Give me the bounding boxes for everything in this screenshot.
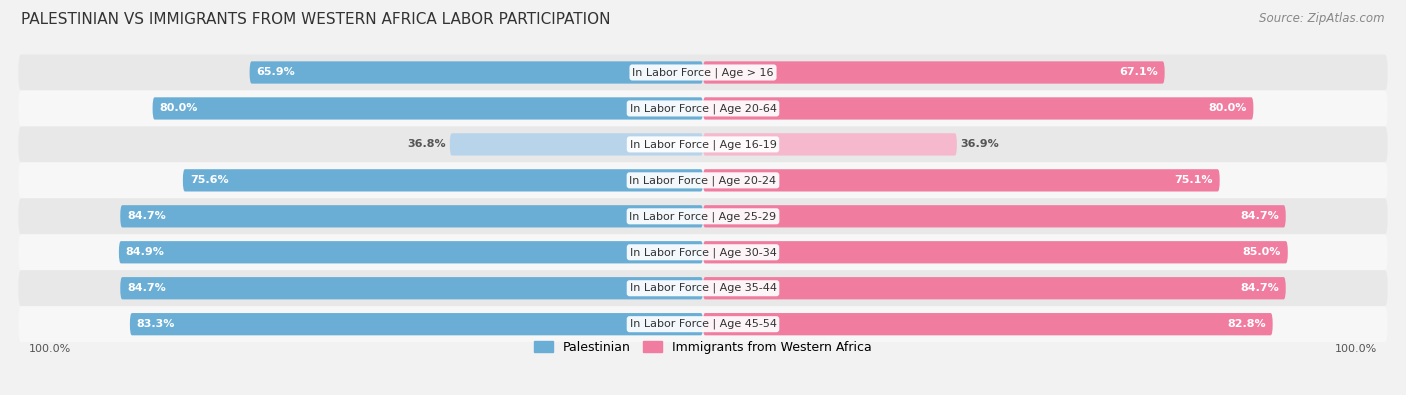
Text: In Labor Force | Age 45-54: In Labor Force | Age 45-54 (630, 319, 776, 329)
Text: 75.1%: 75.1% (1174, 175, 1213, 185)
FancyBboxPatch shape (121, 205, 703, 228)
Text: Source: ZipAtlas.com: Source: ZipAtlas.com (1260, 12, 1385, 25)
FancyBboxPatch shape (703, 241, 1288, 263)
Text: 83.3%: 83.3% (136, 319, 176, 329)
Text: 80.0%: 80.0% (159, 103, 198, 113)
FancyBboxPatch shape (153, 97, 703, 120)
FancyBboxPatch shape (703, 97, 1253, 120)
FancyBboxPatch shape (129, 313, 703, 335)
FancyBboxPatch shape (18, 90, 1388, 126)
Text: 82.8%: 82.8% (1227, 319, 1265, 329)
FancyBboxPatch shape (703, 313, 1272, 335)
Legend: Palestinian, Immigrants from Western Africa: Palestinian, Immigrants from Western Afr… (529, 336, 877, 359)
Text: 100.0%: 100.0% (28, 344, 72, 354)
FancyBboxPatch shape (703, 277, 1285, 299)
FancyBboxPatch shape (18, 55, 1388, 90)
FancyBboxPatch shape (703, 61, 1164, 84)
Text: 84.7%: 84.7% (127, 211, 166, 221)
Text: 84.7%: 84.7% (127, 283, 166, 293)
Text: 36.9%: 36.9% (960, 139, 1000, 149)
Text: 85.0%: 85.0% (1243, 247, 1281, 257)
Text: 67.1%: 67.1% (1119, 68, 1157, 77)
FancyBboxPatch shape (120, 241, 703, 263)
FancyBboxPatch shape (18, 306, 1388, 342)
FancyBboxPatch shape (450, 133, 703, 156)
Text: In Labor Force | Age 25-29: In Labor Force | Age 25-29 (630, 211, 776, 222)
Text: PALESTINIAN VS IMMIGRANTS FROM WESTERN AFRICA LABOR PARTICIPATION: PALESTINIAN VS IMMIGRANTS FROM WESTERN A… (21, 12, 610, 27)
FancyBboxPatch shape (18, 162, 1388, 198)
FancyBboxPatch shape (121, 277, 703, 299)
Text: In Labor Force | Age 20-64: In Labor Force | Age 20-64 (630, 103, 776, 114)
Text: 65.9%: 65.9% (256, 68, 295, 77)
Text: In Labor Force | Age 16-19: In Labor Force | Age 16-19 (630, 139, 776, 150)
FancyBboxPatch shape (703, 133, 957, 156)
Text: 36.8%: 36.8% (408, 139, 446, 149)
FancyBboxPatch shape (703, 205, 1285, 228)
FancyBboxPatch shape (250, 61, 703, 84)
FancyBboxPatch shape (18, 270, 1388, 306)
FancyBboxPatch shape (18, 198, 1388, 234)
Text: In Labor Force | Age 35-44: In Labor Force | Age 35-44 (630, 283, 776, 293)
FancyBboxPatch shape (703, 169, 1219, 192)
Text: 80.0%: 80.0% (1208, 103, 1247, 113)
Text: 84.9%: 84.9% (125, 247, 165, 257)
Text: 84.7%: 84.7% (1240, 211, 1279, 221)
FancyBboxPatch shape (18, 234, 1388, 270)
Text: 84.7%: 84.7% (1240, 283, 1279, 293)
Text: In Labor Force | Age 30-34: In Labor Force | Age 30-34 (630, 247, 776, 258)
Text: 100.0%: 100.0% (1334, 344, 1378, 354)
FancyBboxPatch shape (183, 169, 703, 192)
Text: In Labor Force | Age 20-24: In Labor Force | Age 20-24 (630, 175, 776, 186)
Text: In Labor Force | Age > 16: In Labor Force | Age > 16 (633, 67, 773, 78)
Text: 75.6%: 75.6% (190, 175, 228, 185)
FancyBboxPatch shape (18, 126, 1388, 162)
